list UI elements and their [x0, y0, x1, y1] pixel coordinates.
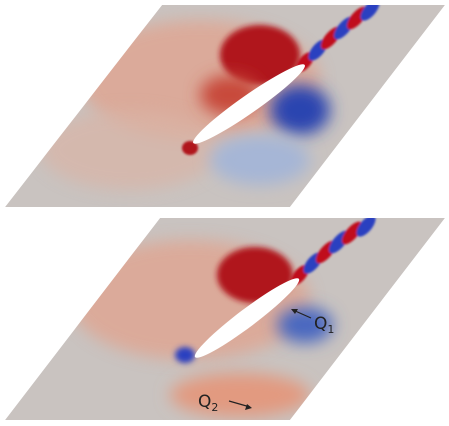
label-text: Q: [314, 314, 327, 334]
label-text: Q: [198, 392, 211, 412]
top-panel: [5, 0, 445, 207]
figure: Q1 Q2: [0, 0, 449, 426]
label-subscript: 2: [211, 401, 218, 414]
label-subscript: 1: [327, 323, 334, 336]
bottom-panel: [5, 212, 445, 420]
